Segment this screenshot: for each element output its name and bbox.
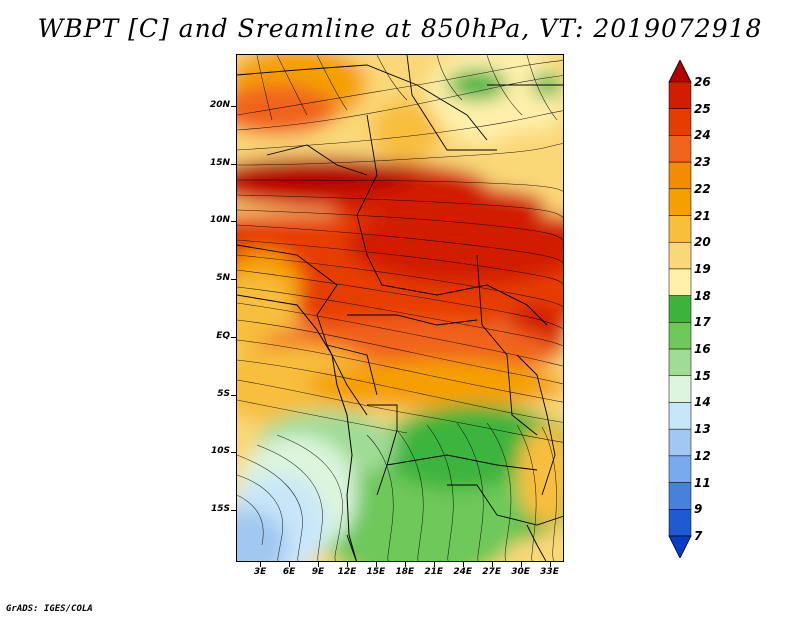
lon-tick (550, 562, 551, 567)
colorbar-min-arrow (668, 535, 692, 559)
colorbar-segment (668, 455, 692, 483)
temperature-shading (237, 55, 563, 561)
coastline (237, 294, 357, 561)
colorbar-segment (668, 135, 692, 163)
colorbar-label: 12 (694, 448, 711, 463)
lat-label-eq: EQ (216, 330, 230, 341)
colorbar-segment (668, 108, 692, 136)
lon-label-12e: 12E (337, 567, 357, 577)
lon-label-6e: 6E (282, 567, 296, 577)
colorbar-label: 18 (694, 288, 711, 303)
colorbar-label: 14 (694, 395, 711, 410)
lon-tick (434, 562, 435, 567)
colorbar-segment (668, 241, 692, 270)
grads-credit: GrADS: IGES/COLA (6, 604, 93, 614)
lat-tick (231, 164, 236, 165)
colorbar-label: 17 (694, 315, 711, 330)
lat-tick (231, 395, 236, 396)
wbpt-shaded-map (237, 55, 563, 561)
lon-tick (347, 562, 348, 567)
lon-tick (260, 562, 261, 567)
colorbar-max-arrow (668, 59, 692, 83)
colorbar-segment (668, 348, 692, 377)
colorbar-segment (668, 322, 692, 350)
colorbar-label: 16 (694, 342, 711, 357)
colorbar-segment (668, 188, 692, 216)
colorbar-bar (668, 59, 692, 559)
lon-label-27e: 27E (482, 567, 501, 577)
map-title: WBPT [C] and Sreamline at 850hPa, VT: 20… (37, 14, 763, 43)
map-plot-area (236, 54, 564, 562)
colorbar-label: 21 (694, 208, 711, 223)
colorbar-segment (668, 295, 692, 323)
lat-label-15n: 15N (209, 157, 230, 168)
colorbar-segment (668, 215, 692, 243)
lat-label-10n: 10N (209, 215, 230, 226)
colorbar-label: 24 (694, 128, 711, 143)
lat-label-15s: 15S (210, 504, 230, 515)
lat-label-5s: 5S (217, 388, 230, 399)
lon-label-9e: 9E (311, 567, 325, 577)
colorbar (668, 59, 692, 562)
streamlines (237, 55, 563, 561)
colorbar-label: 23 (694, 155, 711, 170)
colorbar-segment (668, 428, 692, 457)
lat-label-5n: 5N (216, 273, 230, 284)
lat-tick (231, 279, 236, 280)
colorbar-segment (668, 509, 692, 537)
lon-label-18e: 18E (395, 567, 415, 577)
lon-tick (376, 562, 377, 567)
lon-label-30e: 30E (511, 567, 530, 577)
colorbar-label: 11 (694, 475, 711, 490)
colorbar-segment (668, 268, 692, 296)
lon-tick (405, 562, 406, 567)
lat-tick (231, 221, 236, 222)
lon-tick (521, 562, 522, 567)
colorbar-segment (668, 161, 692, 190)
colorbar-label: 9 (694, 502, 703, 517)
lon-tick (463, 562, 464, 567)
colorbar-label: 19 (694, 261, 711, 276)
country-borders (237, 55, 563, 561)
lon-label-33e: 33E (540, 567, 559, 577)
colorbar-segment (668, 402, 692, 430)
colorbar-label: 25 (694, 101, 711, 116)
colorbar-segment (668, 375, 692, 403)
lon-label-24e: 24E (453, 567, 473, 577)
lat-tick (231, 106, 236, 107)
lat-tick (231, 510, 236, 511)
lon-label-3e: 3E (253, 567, 267, 577)
lon-label-15e: 15E (366, 567, 386, 577)
colorbar-segment (668, 482, 692, 510)
lat-tick (231, 337, 236, 338)
lon-tick (318, 562, 319, 567)
lat-tick (231, 452, 236, 453)
lon-tick (289, 562, 290, 567)
colorbar-label: 13 (694, 422, 711, 437)
colorbar-label: 26 (694, 75, 711, 89)
lat-label-20n: 20N (209, 99, 230, 110)
colorbar-label: 15 (694, 368, 711, 383)
colorbar-label: 7 (694, 529, 703, 543)
lon-tick (492, 562, 493, 567)
colorbar-segment (668, 81, 692, 109)
lat-label-10s: 10S (210, 446, 230, 457)
lon-label-21e: 21E (424, 567, 444, 577)
colorbar-label: 20 (694, 235, 711, 250)
colorbar-label: 22 (694, 181, 711, 196)
